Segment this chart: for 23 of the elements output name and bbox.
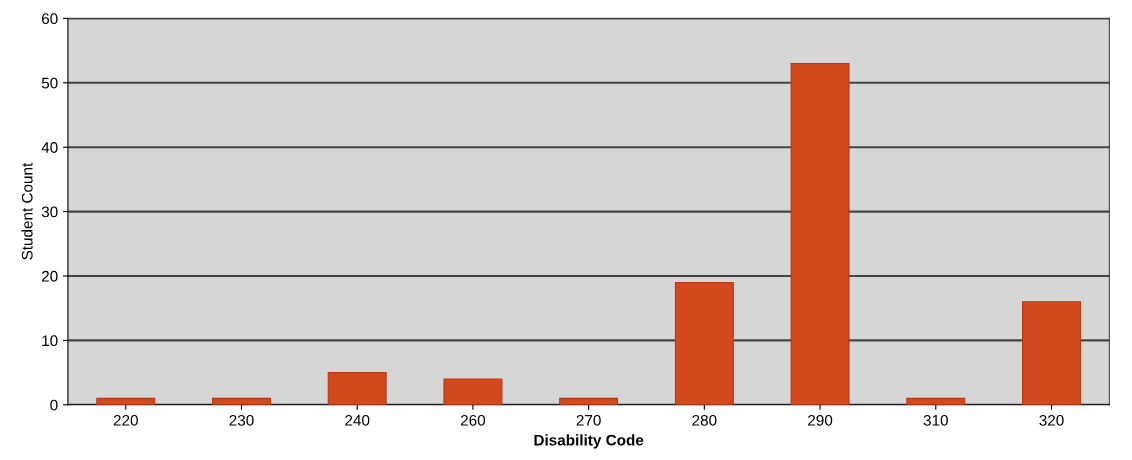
bar [674, 281, 734, 405]
bar [443, 378, 503, 405]
x-tick-label: 270 [576, 414, 601, 426]
y-tick-label: 20 [41, 270, 58, 282]
y-axis-title: Student Count [21, 162, 33, 260]
bar [1022, 301, 1081, 405]
y-tick-label: 60 [41, 13, 58, 25]
x-axis-title: Disability Code [534, 434, 644, 449]
y-tick-label: 10 [42, 335, 58, 347]
x-tick-label: 260 [460, 414, 486, 426]
x-tick-label: 240 [345, 414, 370, 426]
x-tick-label: 320 [1039, 414, 1064, 426]
y-tick-label: 40 [41, 142, 58, 153]
x-tick-label: 290 [808, 414, 833, 426]
x-tick-label: 280 [692, 414, 717, 426]
bar [790, 62, 850, 405]
y-tick-label: 50 [41, 77, 58, 89]
bar [327, 372, 387, 405]
x-tick-label: 220 [113, 414, 138, 426]
y-tick-label: 0 [50, 399, 58, 411]
x-tick-label: 310 [923, 414, 948, 426]
y-tick-label: 30 [41, 206, 58, 218]
x-tick-label: 230 [229, 414, 254, 426]
